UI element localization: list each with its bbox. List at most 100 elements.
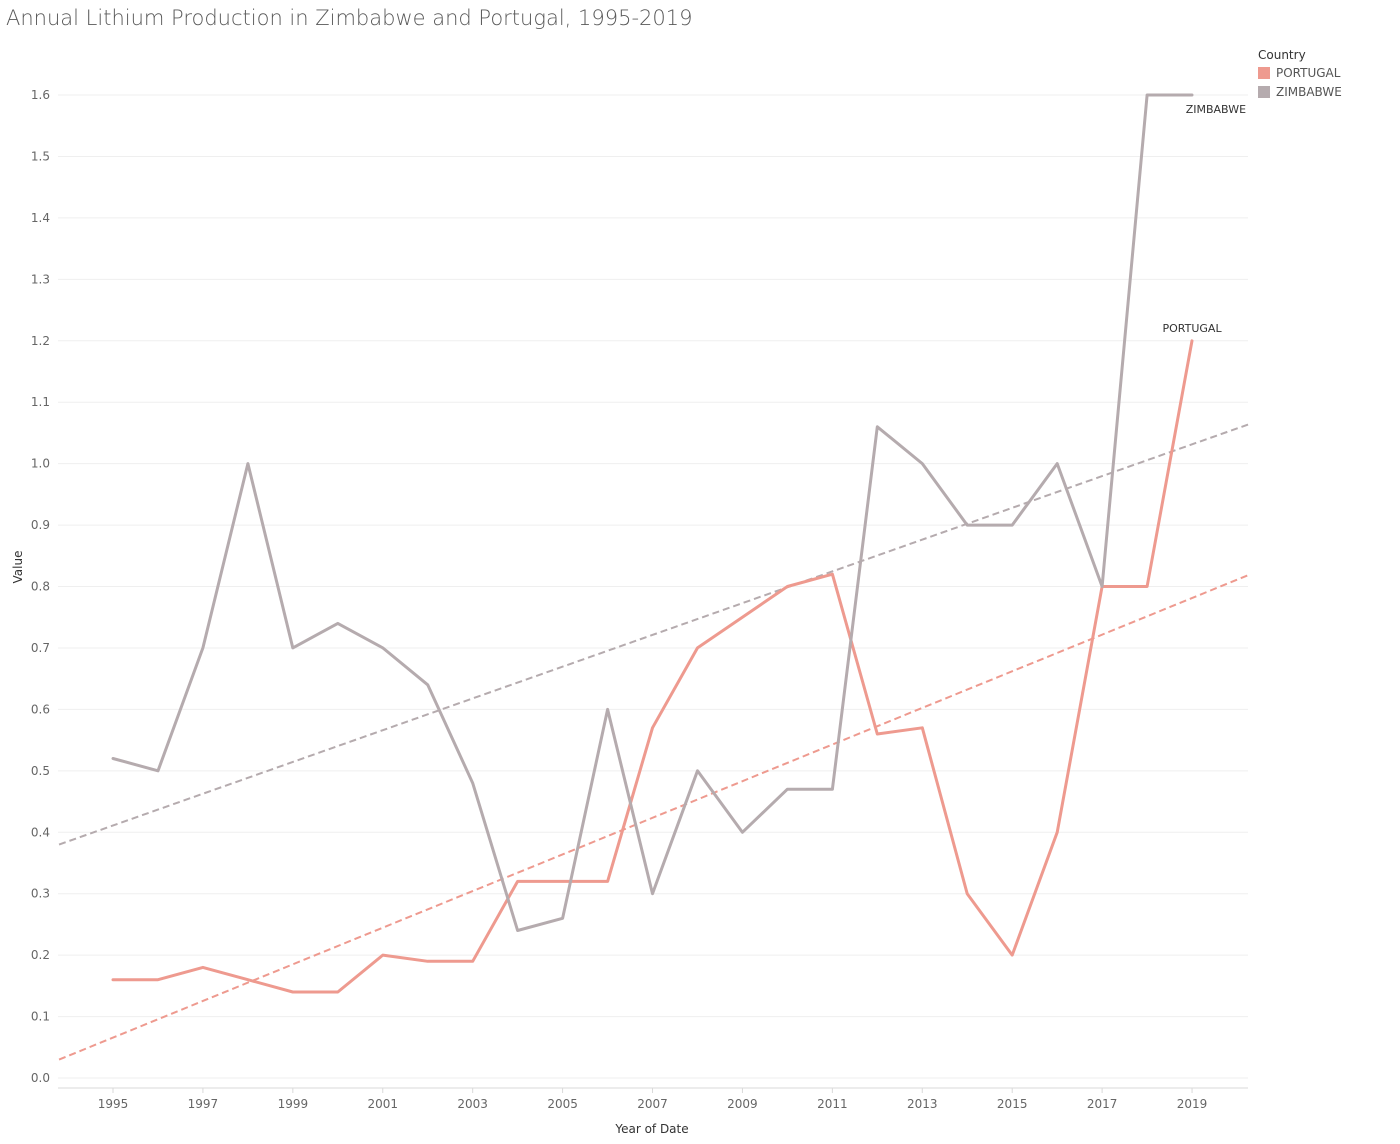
series-line-zimbabwe[interactable]: [111, 93, 1194, 932]
y-tick-label: 0.2: [31, 948, 50, 962]
y-tick-label: 1.1: [31, 395, 50, 409]
data-point-zimbabwe[interactable]: [197, 642, 209, 654]
series-line-portugal[interactable]: [111, 339, 1194, 994]
x-tick-label: 2009: [727, 1097, 758, 1111]
y-tick-label: 0.5: [31, 764, 50, 778]
data-point-zimbabwe[interactable]: [1186, 89, 1198, 101]
x-tick-label: 2007: [637, 1097, 668, 1111]
chart-title: Annual Lithium Production in Zimbabwe an…: [6, 6, 693, 30]
y-tick-label: 1.0: [31, 457, 50, 471]
data-point-zimbabwe[interactable]: [647, 888, 659, 900]
trend-line-zimbabwe: [58, 422, 1251, 846]
data-point-zimbabwe[interactable]: [467, 777, 479, 789]
y-tick-label: 0.4: [31, 825, 50, 839]
y-tick-label: 1.2: [31, 334, 50, 348]
y-tick-label: 1.4: [31, 211, 50, 225]
data-point-portugal[interactable]: [961, 888, 973, 900]
data-point-zimbabwe[interactable]: [152, 765, 164, 777]
data-point-zimbabwe[interactable]: [512, 925, 524, 937]
data-point-portugal[interactable]: [1141, 581, 1153, 593]
data-point-portugal[interactable]: [1006, 949, 1018, 961]
x-tick-label: 2015: [997, 1097, 1028, 1111]
data-point-portugal[interactable]: [826, 568, 838, 580]
y-tick-label: 1.6: [31, 88, 50, 102]
y-tick-label: 0.0: [31, 1071, 50, 1085]
data-point-portugal[interactable]: [602, 875, 614, 887]
series-end-labels: PORTUGAL ZIMBABWE: [1162, 103, 1246, 335]
data-point-portugal[interactable]: [422, 955, 434, 967]
x-tick-label: 2001: [367, 1097, 398, 1111]
data-point-zimbabwe[interactable]: [557, 912, 569, 924]
legend-entry-portugal[interactable]: PORTUGAL: [1258, 65, 1342, 81]
x-axis-title: Year of Date: [614, 1122, 688, 1136]
x-tick-label: 1997: [188, 1097, 219, 1111]
data-point-portugal[interactable]: [197, 961, 209, 973]
legend-label-zimbabwe: ZIMBABWE: [1276, 85, 1342, 99]
y-tick-label: 1.3: [31, 272, 50, 286]
x-tick-label: 2005: [547, 1097, 578, 1111]
data-point-portugal[interactable]: [287, 986, 299, 998]
legend-entry-zimbabwe[interactable]: ZIMBABWE: [1258, 84, 1342, 100]
data-point-portugal[interactable]: [107, 974, 119, 986]
data-point-zimbabwe[interactable]: [1006, 519, 1018, 531]
data-point-zimbabwe[interactable]: [422, 679, 434, 691]
data-point-zimbabwe[interactable]: [1096, 581, 1108, 593]
data-point-zimbabwe[interactable]: [332, 617, 344, 629]
data-point-portugal[interactable]: [1186, 335, 1198, 347]
y-tick-label: 1.5: [31, 149, 50, 163]
data-point-portugal[interactable]: [152, 974, 164, 986]
y-tick-label: 0.1: [31, 1010, 50, 1024]
data-point-zimbabwe[interactable]: [781, 783, 793, 795]
legend: Country PORTUGAL ZIMBABWE: [1258, 48, 1342, 103]
data-point-portugal[interactable]: [467, 955, 479, 967]
y-tick-label: 0.9: [31, 518, 50, 532]
data-point-zimbabwe[interactable]: [691, 765, 703, 777]
x-tick-label: 2017: [1087, 1097, 1118, 1111]
data-point-zimbabwe[interactable]: [107, 753, 119, 765]
data-point-zimbabwe[interactable]: [377, 642, 389, 654]
x-tick-label: 2003: [457, 1097, 488, 1111]
data-point-portugal[interactable]: [871, 728, 883, 740]
data-point-portugal[interactable]: [242, 974, 254, 986]
data-point-zimbabwe[interactable]: [736, 826, 748, 838]
data-point-portugal[interactable]: [377, 949, 389, 961]
x-tick-label: 2011: [817, 1097, 848, 1111]
data-point-portugal[interactable]: [512, 875, 524, 887]
data-point-zimbabwe[interactable]: [916, 458, 928, 470]
data-point-portugal[interactable]: [781, 581, 793, 593]
data-point-zimbabwe[interactable]: [826, 783, 838, 795]
data-point-zimbabwe[interactable]: [602, 703, 614, 715]
gridlines: [58, 94, 1248, 1079]
data-point-portugal[interactable]: [647, 722, 659, 734]
x-tick-label: 2019: [1177, 1097, 1208, 1111]
x-tick-label: 2013: [907, 1097, 938, 1111]
x-tick-label: 1995: [98, 1097, 129, 1111]
data-point-portugal[interactable]: [332, 986, 344, 998]
y-axis-title: Value: [11, 551, 25, 584]
data-point-zimbabwe[interactable]: [961, 519, 973, 531]
legend-swatch-zimbabwe: [1258, 86, 1270, 98]
data-point-zimbabwe[interactable]: [1141, 89, 1153, 101]
trend-lines: [58, 422, 1251, 1061]
x-tick-label: 1999: [278, 1097, 309, 1111]
y-tick-label: 0.7: [31, 641, 50, 655]
data-point-portugal[interactable]: [557, 875, 569, 887]
y-tick-label: 0.6: [31, 702, 50, 716]
end-label-portugal: PORTUGAL: [1162, 322, 1222, 335]
data-point-zimbabwe[interactable]: [871, 421, 883, 433]
y-axis-ticks: 0.0 0.1 0.2 0.3 0.4 0.5 0.6 0.7 0.8 0.9 1.0 1.1 1.2 1…: [31, 88, 50, 1085]
data-point-zimbabwe[interactable]: [1051, 458, 1063, 470]
data-point-zimbabwe[interactable]: [242, 458, 254, 470]
data-point-zimbabwe[interactable]: [287, 642, 299, 654]
legend-label-portugal: PORTUGAL: [1276, 66, 1341, 80]
data-point-portugal[interactable]: [736, 611, 748, 623]
legend-swatch-portugal: [1258, 67, 1270, 79]
data-point-portugal[interactable]: [916, 722, 928, 734]
x-axis-ticks: 1995 1997 1999 2001 2003 2005 2007 2009 2011 2013…: [98, 1088, 1208, 1111]
legend-title: Country: [1258, 48, 1306, 62]
data-point-portugal[interactable]: [691, 642, 703, 654]
trend-line-portugal: [58, 573, 1251, 1061]
series-lines: [107, 89, 1198, 998]
data-point-portugal[interactable]: [1051, 826, 1063, 838]
y-tick-label: 0.3: [31, 887, 50, 901]
